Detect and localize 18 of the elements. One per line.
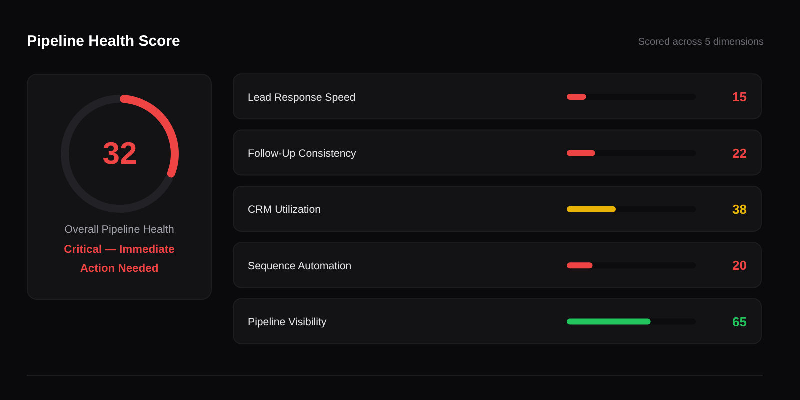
data-label: 65 <box>732 314 747 330</box>
data-label: 22 <box>732 146 747 161</box>
y-tick-label: CRM Utilization <box>248 204 322 216</box>
text: 32 <box>102 136 138 172</box>
donut-slice <box>61 95 174 213</box>
chart-subtitle: Scored across 5 dimensions <box>638 37 764 49</box>
y-tick-label: Sequence Automation <box>248 260 352 272</box>
chart-title: Pipeline Health Score <box>27 33 180 51</box>
text: Overall Pipeline Health <box>64 223 176 238</box>
data-label: 38 <box>732 202 747 217</box>
data-label: 15 <box>732 90 747 105</box>
y-tick-label: Pipeline Visibility <box>248 316 328 329</box>
data-label: 20 <box>732 258 747 274</box>
text: Critical — Immediate Action Needed <box>63 243 176 277</box>
bar <box>567 150 596 156</box>
bar <box>567 262 593 269</box>
y-tick-label: Follow-Up Consistency <box>248 148 358 160</box>
y-tick-label: Lead Response Speed <box>248 92 356 104</box>
